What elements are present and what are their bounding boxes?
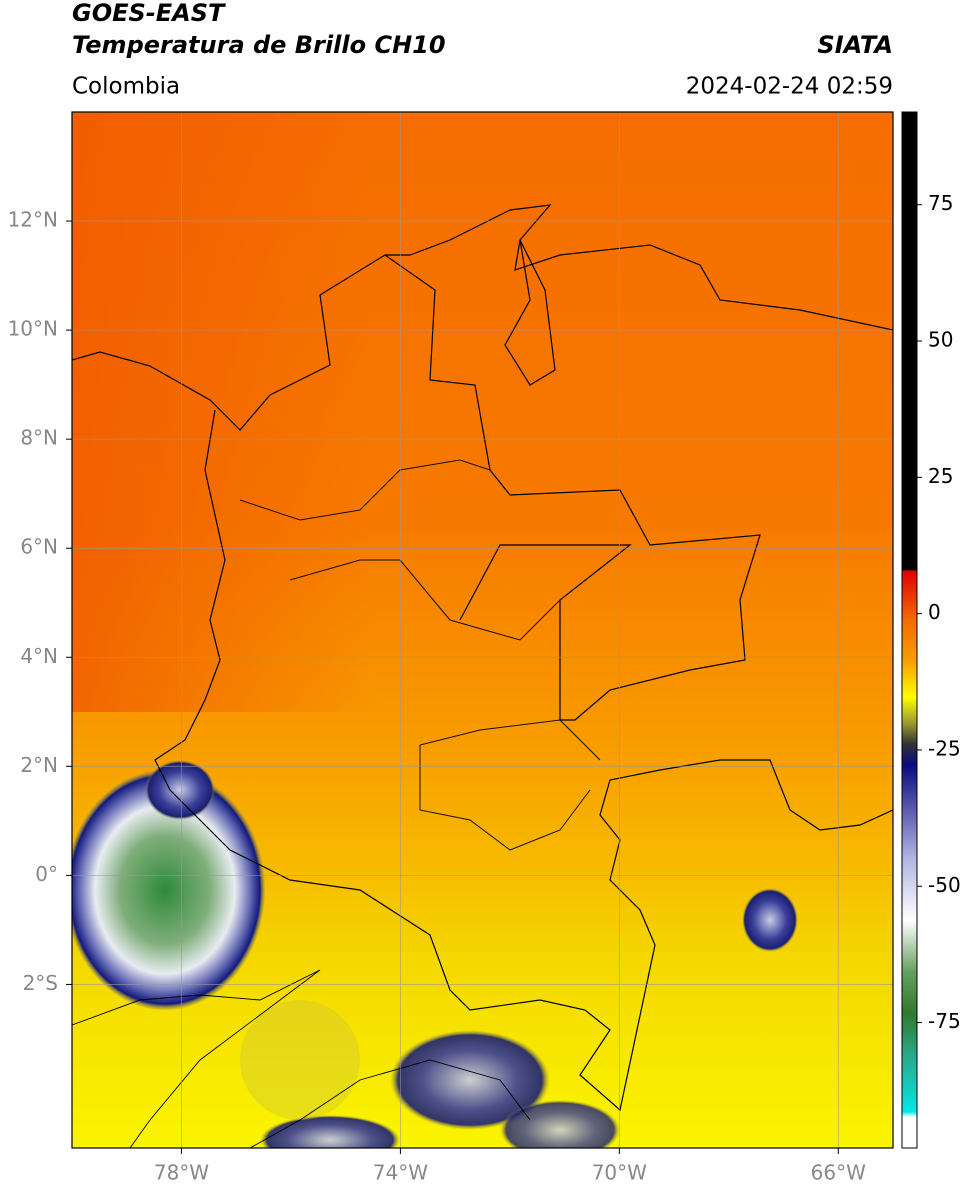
map-frame [71, 111, 894, 1149]
x-tick-label: 78°W [154, 1161, 209, 1185]
colorbar-tick-label: -50 [928, 873, 961, 897]
subtitle: Temperatura de Brillo CH10 [72, 31, 446, 59]
colorbar-tick-label: 50 [928, 328, 953, 352]
y-tick-label: 2°S [23, 971, 58, 995]
y-tick-label: 8°N [20, 426, 58, 450]
colorbar-tick-label: 0 [928, 600, 941, 624]
colorbar-tick-label: -25 [928, 736, 961, 760]
satellite-image [72, 112, 893, 1148]
y-tick-label: 12°N [8, 208, 58, 232]
x-tick-label: 66°W [811, 1161, 866, 1185]
region: Colombia [72, 74, 180, 100]
y-tick-label: 2°N [20, 753, 58, 777]
datetime: 2024-02-24 02:59 [686, 74, 893, 100]
y-tick-label: 6°N [20, 535, 58, 559]
colorbar-tick-label: -75 [928, 1009, 961, 1033]
x-tick-label: 70°W [592, 1161, 647, 1185]
y-tick-label: 10°N [8, 317, 58, 341]
y-tick-label: 4°N [20, 644, 58, 668]
title: GOES-EAST [72, 0, 226, 27]
source: SIATA [817, 31, 893, 59]
colorbar [901, 111, 918, 1149]
colorbar-tick-label: 75 [928, 191, 953, 215]
x-tick-label: 74°W [373, 1161, 428, 1185]
colorbar-tick-label: 25 [928, 464, 953, 488]
y-tick-label: 0° [35, 862, 58, 886]
